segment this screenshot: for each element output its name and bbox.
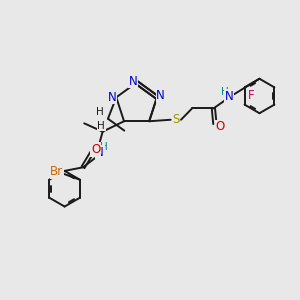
- Text: O: O: [216, 120, 225, 134]
- Text: N: N: [129, 74, 137, 88]
- Text: N: N: [108, 91, 116, 104]
- Text: Br: Br: [50, 165, 63, 178]
- Text: N: N: [156, 89, 165, 102]
- Text: H: H: [96, 107, 104, 117]
- Text: N: N: [95, 146, 104, 159]
- Text: F: F: [248, 89, 254, 102]
- Text: H: H: [100, 142, 108, 152]
- Text: H: H: [221, 86, 229, 97]
- Text: N: N: [225, 90, 234, 103]
- Text: S: S: [172, 113, 180, 126]
- Text: H: H: [97, 121, 105, 131]
- Text: O: O: [91, 143, 100, 156]
